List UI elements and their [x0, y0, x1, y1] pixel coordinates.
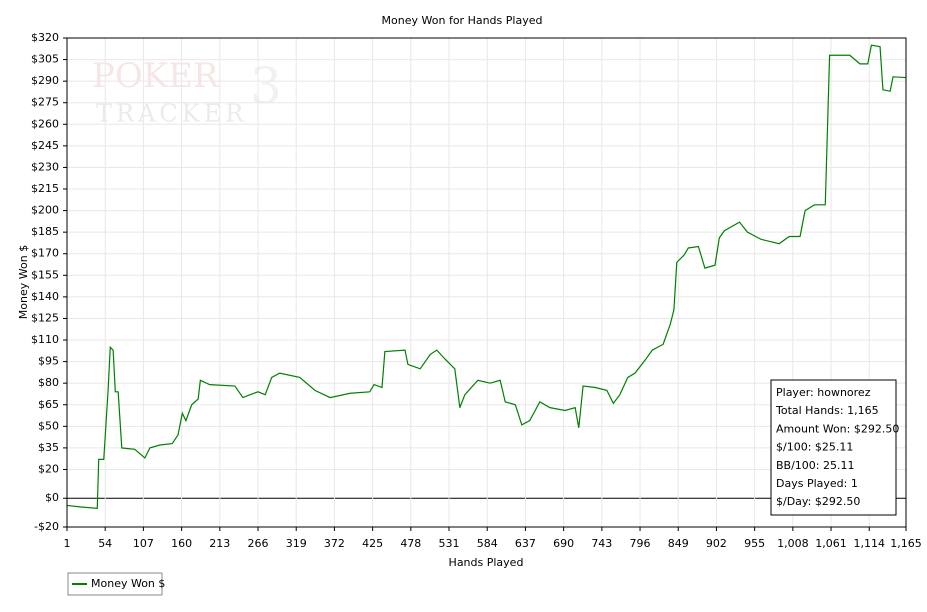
info-line: Days Played: 1: [776, 477, 858, 490]
x-tick-label: 955: [744, 537, 765, 550]
y-tick-label: $140: [31, 290, 59, 303]
y-tick-label: $35: [38, 441, 59, 454]
info-box: Player: hownorez Total Hands: 1,165 Amount…: [770, 379, 899, 516]
x-tick-label: 160: [171, 537, 192, 550]
x-tick-label: 637: [515, 537, 536, 550]
y-tick-label: $260: [31, 117, 59, 130]
info-box-frame: [770, 379, 897, 516]
x-tick-label: 1,008: [777, 537, 809, 550]
info-line: Amount Won: $292.50: [776, 422, 899, 435]
legend: Money Won $: [67, 572, 165, 596]
x-tick-label: 319: [286, 537, 307, 550]
x-axis-label: Hands Played: [449, 556, 524, 569]
watermark-text: 3: [250, 57, 282, 115]
x-tick-label: 54: [98, 537, 112, 550]
x-tick-label: 531: [439, 537, 460, 550]
x-tick-label: 1,165: [890, 537, 922, 550]
y-tick-label: $0: [45, 491, 59, 504]
data-line: [66, 44, 907, 509]
x-tick-label: 849: [668, 537, 689, 550]
x-tick-label: 425: [362, 537, 383, 550]
x-tick-label: 743: [591, 537, 612, 550]
x-tick-label: 584: [477, 537, 498, 550]
x-tick-label: 690: [553, 537, 574, 550]
x-tick-label: 478: [400, 537, 421, 550]
y-tick-label: $230: [31, 160, 59, 173]
y-tick-label: $155: [31, 268, 59, 281]
y-tick-label: $170: [31, 247, 59, 260]
y-tick-label: $80: [38, 376, 59, 389]
x-tick-label: 796: [630, 537, 651, 550]
y-tick-label: $275: [31, 96, 59, 109]
watermark-text: TRACKER: [96, 100, 247, 128]
y-tick-label: $50: [38, 419, 59, 432]
info-line: $/100: $25.11: [776, 441, 853, 454]
y-tick-label: $305: [31, 53, 59, 66]
info-line: BB/100: 25.11: [776, 459, 855, 472]
x-tick-label: 266: [248, 537, 269, 550]
plot-frame: [66, 37, 907, 528]
x-tick-label: 902: [706, 537, 727, 550]
y-tick-label: $110: [31, 333, 59, 346]
y-tick-label: -$20: [34, 520, 59, 533]
x-tick-label: 1,114: [853, 537, 885, 550]
y-axis-label: Money Won $: [17, 245, 30, 319]
legend-label: Money Won $: [91, 577, 165, 590]
x-tick-label: 213: [209, 537, 230, 550]
chart-title: Money Won for Hands Played: [382, 14, 543, 27]
info-line: Player: hownorez: [776, 386, 871, 399]
x-tick-label: 107: [133, 537, 154, 550]
y-tick-label: $290: [31, 74, 59, 87]
y-tick-label: $65: [38, 398, 59, 411]
y-tick-label: $185: [31, 225, 59, 238]
y-tick-label: $215: [31, 182, 59, 195]
y-tick-label: $200: [31, 204, 59, 217]
info-line: Total Hands: 1,165: [775, 404, 879, 417]
y-tick-label: $320: [31, 31, 59, 44]
y-tick-label: $125: [31, 311, 59, 324]
x-tick-label: 1,061: [815, 537, 847, 550]
x-tick-label: 1: [64, 537, 71, 550]
watermark-text: POKER: [92, 56, 220, 96]
y-tick-label: $20: [38, 462, 59, 475]
watermark: POKER TRACKER 3: [92, 56, 282, 128]
x-tick-label: 372: [324, 537, 345, 550]
info-line: $/Day: $292.50: [776, 495, 860, 508]
legend-frame: [67, 572, 163, 596]
y-tick-label: $245: [31, 139, 59, 152]
y-tick-label: $95: [38, 355, 59, 368]
